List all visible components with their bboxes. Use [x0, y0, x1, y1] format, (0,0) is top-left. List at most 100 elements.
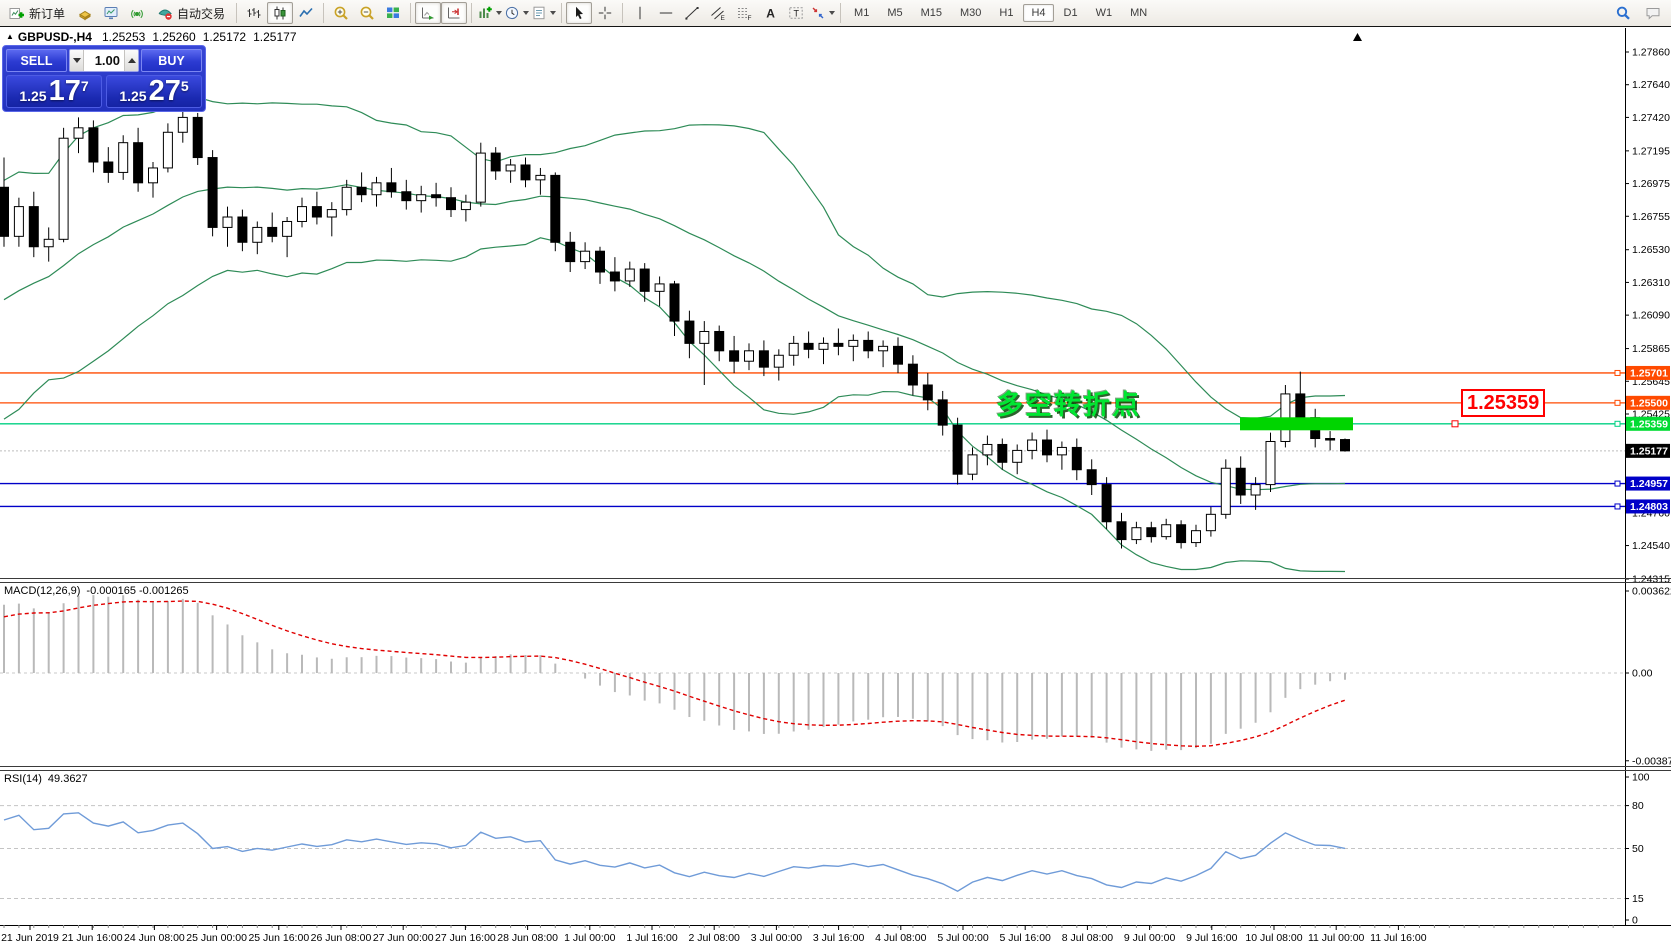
- candle-body: [1295, 393, 1306, 419]
- periods-button[interactable]: [503, 2, 530, 24]
- time-axis[interactable]: 21 Jun 2019 21 Jun 16:00 24 Jun 08:00 25 Ju…: [0, 925, 1671, 944]
- volume-input[interactable]: [84, 50, 124, 71]
- dropdown-arrow-icon[interactable]: [523, 11, 530, 15]
- autotrading-button[interactable]: 自动交易: [150, 2, 232, 24]
- bar-chart-button[interactable]: [241, 2, 267, 24]
- chart-symbol-ohlc: ▲ GBPUSD-,H4 1.25253 1.25260 1.25172 1.25177: [6, 30, 304, 44]
- time-tick-label: 4 Jul 08:00: [875, 932, 927, 944]
- price-badge-label: 1.25359: [1630, 418, 1668, 430]
- auto-scroll-button[interactable]: [415, 2, 442, 24]
- templates-button[interactable]: [530, 2, 557, 24]
- price-badge-label: 1.24957: [1630, 478, 1668, 490]
- text-label-button[interactable]: T: [783, 2, 809, 24]
- candle-body: [1071, 446, 1082, 471]
- candle-body: [222, 216, 233, 228]
- candle-body: [207, 157, 218, 228]
- fibo-icon: F: [738, 8, 752, 21]
- terminal-button[interactable]: [98, 2, 124, 24]
- toolbar-right-group: [1610, 2, 1666, 24]
- text-button[interactable]: A: [757, 2, 783, 24]
- dropdown-arrow-icon[interactable]: [496, 11, 503, 15]
- timeframe-d1-button[interactable]: D1: [1063, 7, 1078, 19]
- vertical-line-button[interactable]: [627, 2, 653, 24]
- line-anchor-handle[interactable]: [1614, 420, 1621, 427]
- sell-button[interactable]: SELL: [6, 49, 67, 72]
- macd-values: -0.000165 -0.001265: [86, 585, 189, 597]
- timeframe-m30-button[interactable]: M30: [960, 7, 982, 19]
- cursor-button[interactable]: [566, 2, 593, 24]
- time-tick-label: 9 Jul 00:00: [1124, 932, 1176, 944]
- line-anchor-handle[interactable]: [1614, 399, 1621, 406]
- autotrade-icon: [158, 9, 172, 20]
- chart-shift-button[interactable]: [441, 2, 468, 24]
- candle-body: [162, 131, 173, 169]
- line-anchor-handle[interactable]: [1614, 480, 1621, 487]
- timeframe-m15-button[interactable]: M15: [920, 7, 942, 19]
- line-anchor-handle[interactable]: [1614, 369, 1621, 376]
- line-chart-button[interactable]: [293, 2, 319, 24]
- rsi-line: [3, 812, 1346, 892]
- candle-body: [446, 197, 456, 211]
- dropdown-arrow-icon[interactable]: [829, 11, 836, 15]
- textA-icon: A: [766, 7, 775, 21]
- volume-increase-button[interactable]: [124, 50, 138, 71]
- crosshair-button[interactable]: [592, 2, 618, 24]
- market-watch-button[interactable]: [72, 2, 98, 24]
- signals-button[interactable]: [124, 2, 150, 24]
- volume-decrease-button[interactable]: [70, 50, 84, 71]
- tile-windows-button[interactable]: [380, 2, 406, 24]
- line-icon: [299, 7, 313, 17]
- sell-price[interactable]: 1.25 17 7: [6, 75, 102, 108]
- price-level-lines: [0, 369, 1625, 510]
- candle-body: [431, 194, 442, 199]
- candle-body: [371, 182, 382, 196]
- candle-body: [952, 424, 963, 475]
- chart-text-annotation[interactable]: 多空转折点: [996, 390, 1141, 420]
- buy-price[interactable]: 1.25 27 5: [106, 75, 202, 108]
- indicators-button[interactable]: [476, 2, 503, 24]
- macd-indicator-label: MACD(12,26,9) -0.000165 -0.001265: [4, 585, 189, 597]
- candle-body: [1027, 439, 1038, 451]
- quote-high: 1.25260: [152, 30, 196, 44]
- timeframe-h1-button[interactable]: H1: [999, 7, 1014, 19]
- dropdown-arrow-icon[interactable]: [550, 11, 557, 15]
- candle-body: [818, 342, 829, 350]
- timeframe-h4-button[interactable]: H4: [1023, 4, 1054, 22]
- candle-body: [967, 454, 978, 475]
- arrows-button[interactable]: [809, 2, 836, 24]
- fibonacci-button[interactable]: F: [731, 2, 757, 24]
- candle-body: [520, 164, 531, 181]
- new-order-icon: [9, 8, 24, 19]
- timeframe-w1-button[interactable]: W1: [1095, 7, 1113, 19]
- timeframe-mn-button[interactable]: MN: [1130, 7, 1148, 19]
- equidistant-channel-button[interactable]: E: [705, 2, 731, 24]
- time-tick-label: 28 Jun 08:00: [497, 932, 558, 944]
- highlight-rectangle-object[interactable]: [1240, 417, 1353, 431]
- line-anchor-handle[interactable]: [1614, 503, 1621, 510]
- horizontal-line-button[interactable]: [653, 2, 679, 24]
- buy-button[interactable]: BUY: [141, 49, 202, 72]
- price-tick-label: 1.26975: [1632, 178, 1670, 190]
- price-callout-label[interactable]: 1.25359: [1461, 389, 1546, 417]
- search-button[interactable]: [1610, 2, 1636, 24]
- trendline-button[interactable]: [679, 2, 705, 24]
- time-tick-label: 5 Jul 00:00: [937, 932, 989, 944]
- candle-body: [833, 342, 844, 347]
- candlestick-button[interactable]: [267, 2, 294, 24]
- timeframe-m5-button[interactable]: M5: [887, 7, 903, 19]
- new-order-button[interactable]: 新订单: [2, 2, 72, 24]
- candle-body: [1325, 438, 1336, 441]
- zoom-in-button[interactable]: [328, 2, 354, 24]
- price-tick-label: 1.27860: [1632, 47, 1670, 59]
- price-tick-label: 1.26530: [1632, 244, 1670, 256]
- chat-button[interactable]: [1640, 2, 1666, 24]
- buy-price-prefix: 1.25: [119, 88, 147, 104]
- collapse-panel-icon[interactable]: ▲: [6, 32, 14, 41]
- zoom-out-button[interactable]: [354, 2, 380, 24]
- price-axis[interactable]: 1.27860 1.27640 1.27420 1.27195 1.26975 1.267…: [1625, 28, 1670, 925]
- chart-background: [0, 27, 1671, 946]
- candle-body: [58, 137, 69, 240]
- callout-anchor-handle[interactable]: [1451, 420, 1459, 428]
- timeframe-m1-button[interactable]: M1: [854, 7, 870, 19]
